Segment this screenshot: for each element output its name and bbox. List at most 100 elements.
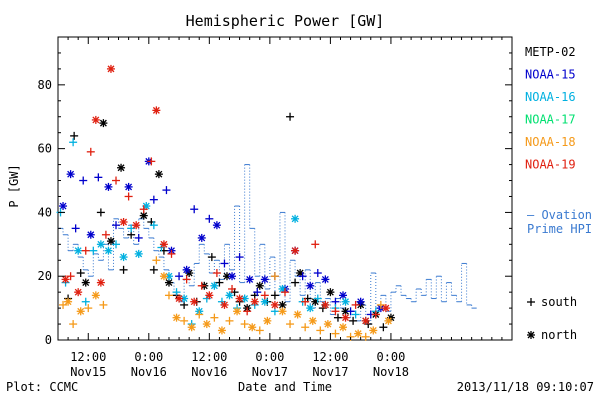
south-point (270, 272, 279, 281)
x-tick-label-date: Nov16 (131, 365, 167, 379)
north-point (263, 316, 272, 325)
north-point (159, 272, 168, 281)
north-point (175, 294, 184, 303)
north-point (260, 275, 269, 284)
south-point (301, 323, 310, 332)
marker-stroke (82, 279, 90, 287)
north-point (119, 253, 128, 262)
marker-stroke (246, 275, 254, 283)
north-point (132, 221, 141, 230)
marker-stroke (67, 170, 75, 178)
legend-entry: NOAA-16 (525, 90, 576, 104)
marker-stroke (77, 307, 85, 315)
south-point (99, 300, 108, 309)
south-point (112, 240, 121, 249)
south-point (134, 233, 143, 242)
south-point (281, 288, 289, 297)
north-point (306, 281, 315, 290)
south-point (167, 249, 176, 258)
x-tick-label-time: 12:00 (312, 350, 348, 364)
marker-stroke (59, 202, 67, 210)
north-point (321, 300, 330, 309)
north-point (361, 316, 370, 325)
marker-stroke (271, 301, 279, 309)
footer-plot-source: Plot: CCMC (6, 380, 78, 394)
marker-stroke (188, 323, 196, 331)
marker-stroke (321, 275, 329, 283)
north-point (255, 281, 264, 290)
north-point (250, 297, 259, 306)
marker-stroke (221, 301, 228, 309)
south-point (190, 205, 199, 214)
marker-stroke (183, 266, 191, 274)
north-point (210, 281, 219, 290)
south-point (69, 138, 78, 147)
marker-stroke (218, 326, 226, 334)
north-point (197, 233, 206, 242)
north-point (154, 170, 163, 179)
marker-stroke (261, 275, 269, 283)
north-point (354, 329, 363, 338)
north-point (339, 291, 348, 300)
marker-stroke (342, 298, 349, 306)
north-point (291, 246, 300, 255)
marker-stroke (326, 288, 334, 296)
marker-stroke (228, 272, 236, 280)
marker-stroke (64, 298, 72, 306)
north-point (190, 297, 199, 306)
marker-stroke (309, 317, 317, 325)
south-point (361, 332, 370, 341)
marker-stroke (342, 307, 349, 315)
marker-stroke (104, 247, 112, 255)
marker-stroke (160, 240, 168, 248)
south-point (351, 300, 360, 309)
south-point (86, 147, 95, 156)
legend-ovation-line2: Prime HPI (527, 222, 592, 236)
legend-marker-label: south (541, 295, 577, 309)
south-point (210, 313, 219, 322)
south-point (253, 288, 262, 297)
south-point (225, 316, 234, 325)
marker-stroke (190, 298, 198, 306)
north-point (119, 217, 128, 226)
marker-stroke (104, 183, 112, 191)
x-tick-label-time: 12:00 (70, 350, 106, 364)
marker-stroke (120, 253, 128, 261)
south-point (351, 310, 360, 319)
x-tick-label-time: 0:00 (255, 350, 284, 364)
north-point (339, 323, 348, 332)
marker-stroke (165, 272, 173, 280)
south-point (212, 269, 221, 278)
south-point (346, 307, 355, 316)
x-tick-label-time: 0:00 (134, 350, 163, 364)
south-point (182, 275, 191, 284)
marker-stroke (279, 285, 286, 293)
south-point (89, 246, 98, 255)
north-point (369, 326, 378, 335)
marker-stroke (226, 291, 233, 299)
x-tick-label-date: Nov16 (191, 365, 227, 379)
south-point (164, 291, 173, 300)
plot-frame (57, 36, 513, 341)
marker-stroke (384, 317, 392, 325)
legend: METP-02 NOAA-15 NOAA-16 NOAA-17 NOAA-18 NOAA-… (525, 45, 592, 342)
south-point (197, 281, 206, 290)
legend-entry: METP-02 (525, 45, 576, 59)
north-point (59, 202, 68, 211)
south-point (149, 195, 158, 204)
legend-entry: NOAA-17 (525, 113, 576, 127)
north-point (61, 275, 70, 284)
marker-stroke (527, 331, 535, 339)
marker-stroke (152, 106, 160, 114)
south-point (112, 221, 121, 230)
north-point (81, 278, 90, 287)
x-tick-label-date: Nov15 (70, 365, 106, 379)
south-point (240, 320, 249, 329)
marker-stroke (117, 164, 125, 172)
marker-stroke (92, 291, 100, 299)
marker-stroke (74, 247, 82, 255)
marker-stroke (248, 323, 256, 331)
north-point (76, 307, 85, 316)
north-point (356, 297, 365, 306)
